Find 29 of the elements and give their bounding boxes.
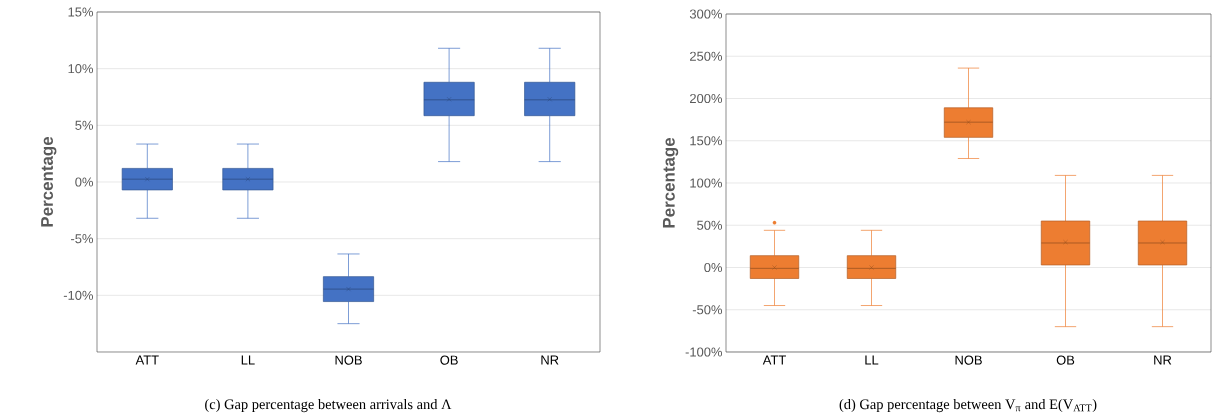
x-tick-label: NR	[1154, 355, 1172, 365]
text: (d) Gap percentage between V$_{π}$ and E(V$_{ATT}$)	[839, 398, 1097, 413]
text: (c) Gap percentage between arrivals and Λ	[205, 398, 452, 413]
y-tick-label: 200%	[690, 93, 723, 104]
x-tick-label: NR	[541, 355, 559, 365]
y-tick-label: 100%	[690, 178, 723, 188]
x-tick-label: ATT	[135, 355, 159, 365]
y-tick-label: 300%	[689, 9, 723, 19]
y-tick-label: 250%	[690, 51, 723, 61]
y-tick-label: 15%	[68, 7, 94, 17]
x-tick-label: NOB	[955, 355, 982, 365]
y-tick-label: 50%	[697, 220, 723, 230]
y-tick-label: 10%	[68, 64, 94, 74]
x-tick-label: OB	[440, 355, 458, 365]
y-tick-label: -10%	[63, 290, 94, 300]
y-axis-title: Percentage	[41, 136, 57, 227]
y-tick-label: 0%	[704, 262, 723, 273]
x-tick-label: LL	[865, 355, 879, 365]
y-tick-label: -50%	[692, 305, 723, 315]
x-tick-label: NOB	[335, 355, 362, 365]
x-tick-label: LL	[241, 355, 255, 365]
x-tick-label: ATT	[762, 355, 786, 365]
y-axis-title: Percentage	[662, 137, 679, 228]
y-tick-label: 5%	[75, 120, 94, 130]
x-tick-label: OB	[1056, 355, 1075, 365]
y-tick-label: 150%	[690, 136, 723, 146]
y-tick-label: -5%	[71, 234, 94, 244]
y-tick-label: 0%	[75, 177, 94, 187]
y-tick-label: -100%	[685, 347, 723, 357]
